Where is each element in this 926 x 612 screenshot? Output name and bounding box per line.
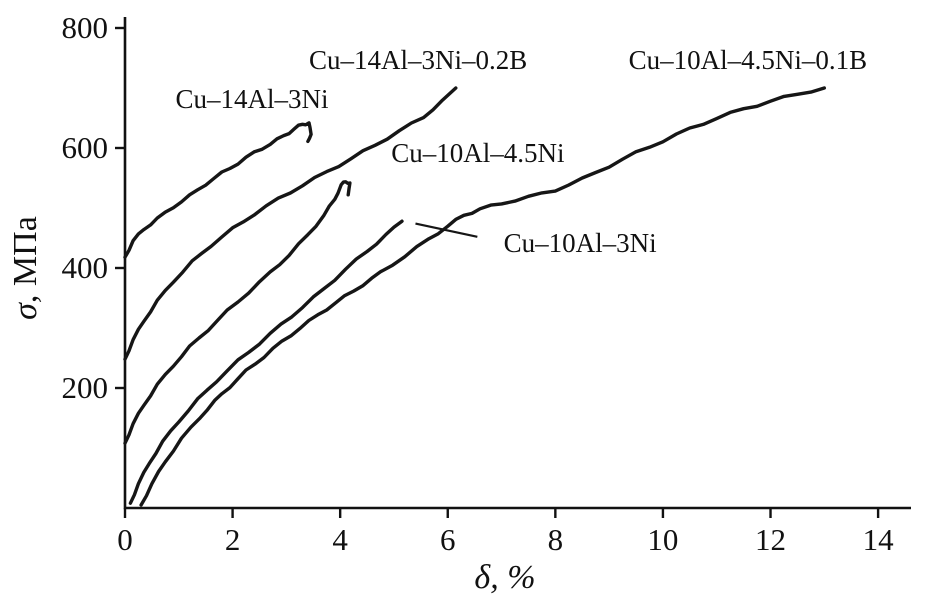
leader-line-cu-10al-3ni <box>415 222 478 238</box>
x-tick-label: 6 <box>440 522 456 557</box>
y-tick-label: 800 <box>62 10 109 45</box>
curve-cu-14al-3ni-0-2b <box>123 86 458 361</box>
x-tick-label: 0 <box>117 522 133 557</box>
y-tick-label: 200 <box>62 370 109 405</box>
x-tick-label: 14 <box>863 522 895 557</box>
y-tick-label: 400 <box>62 250 109 285</box>
curve-label-cu-10al-4-5ni: Cu–10Al–4.5Ni <box>391 138 564 168</box>
curve-label-cu-14al-3ni-0-2b: Cu–14Al–3Ni–0.2B <box>309 45 527 75</box>
x-tick-label: 12 <box>755 522 786 557</box>
x-tick-label: 4 <box>332 522 348 557</box>
curve-cu-10al-4-5ni-0-1b <box>139 86 826 507</box>
y-tick-label: 600 <box>62 130 109 165</box>
x-tick-label: 10 <box>647 522 678 557</box>
curve-cu-10al-4-5ni <box>123 180 352 445</box>
x-tick-label: 8 <box>548 522 564 557</box>
x-tick-label: 2 <box>225 522 241 557</box>
curve-label-cu-14al-3ni: Cu–14Al–3Ni <box>175 84 328 114</box>
curve-cu-10al-3ni <box>128 219 404 505</box>
curve-label-cu-10al-4-5ni-0-1b: Cu–10Al–4.5Ni–0.1B <box>629 45 868 75</box>
curve-cu-14al-3ni <box>123 121 313 259</box>
x-axis-label: δ, % <box>474 559 535 596</box>
y-axis-label: σ, МПа <box>7 216 44 320</box>
curve-label-cu-10al-3ni: Cu–10Al–3Ni <box>504 228 657 258</box>
